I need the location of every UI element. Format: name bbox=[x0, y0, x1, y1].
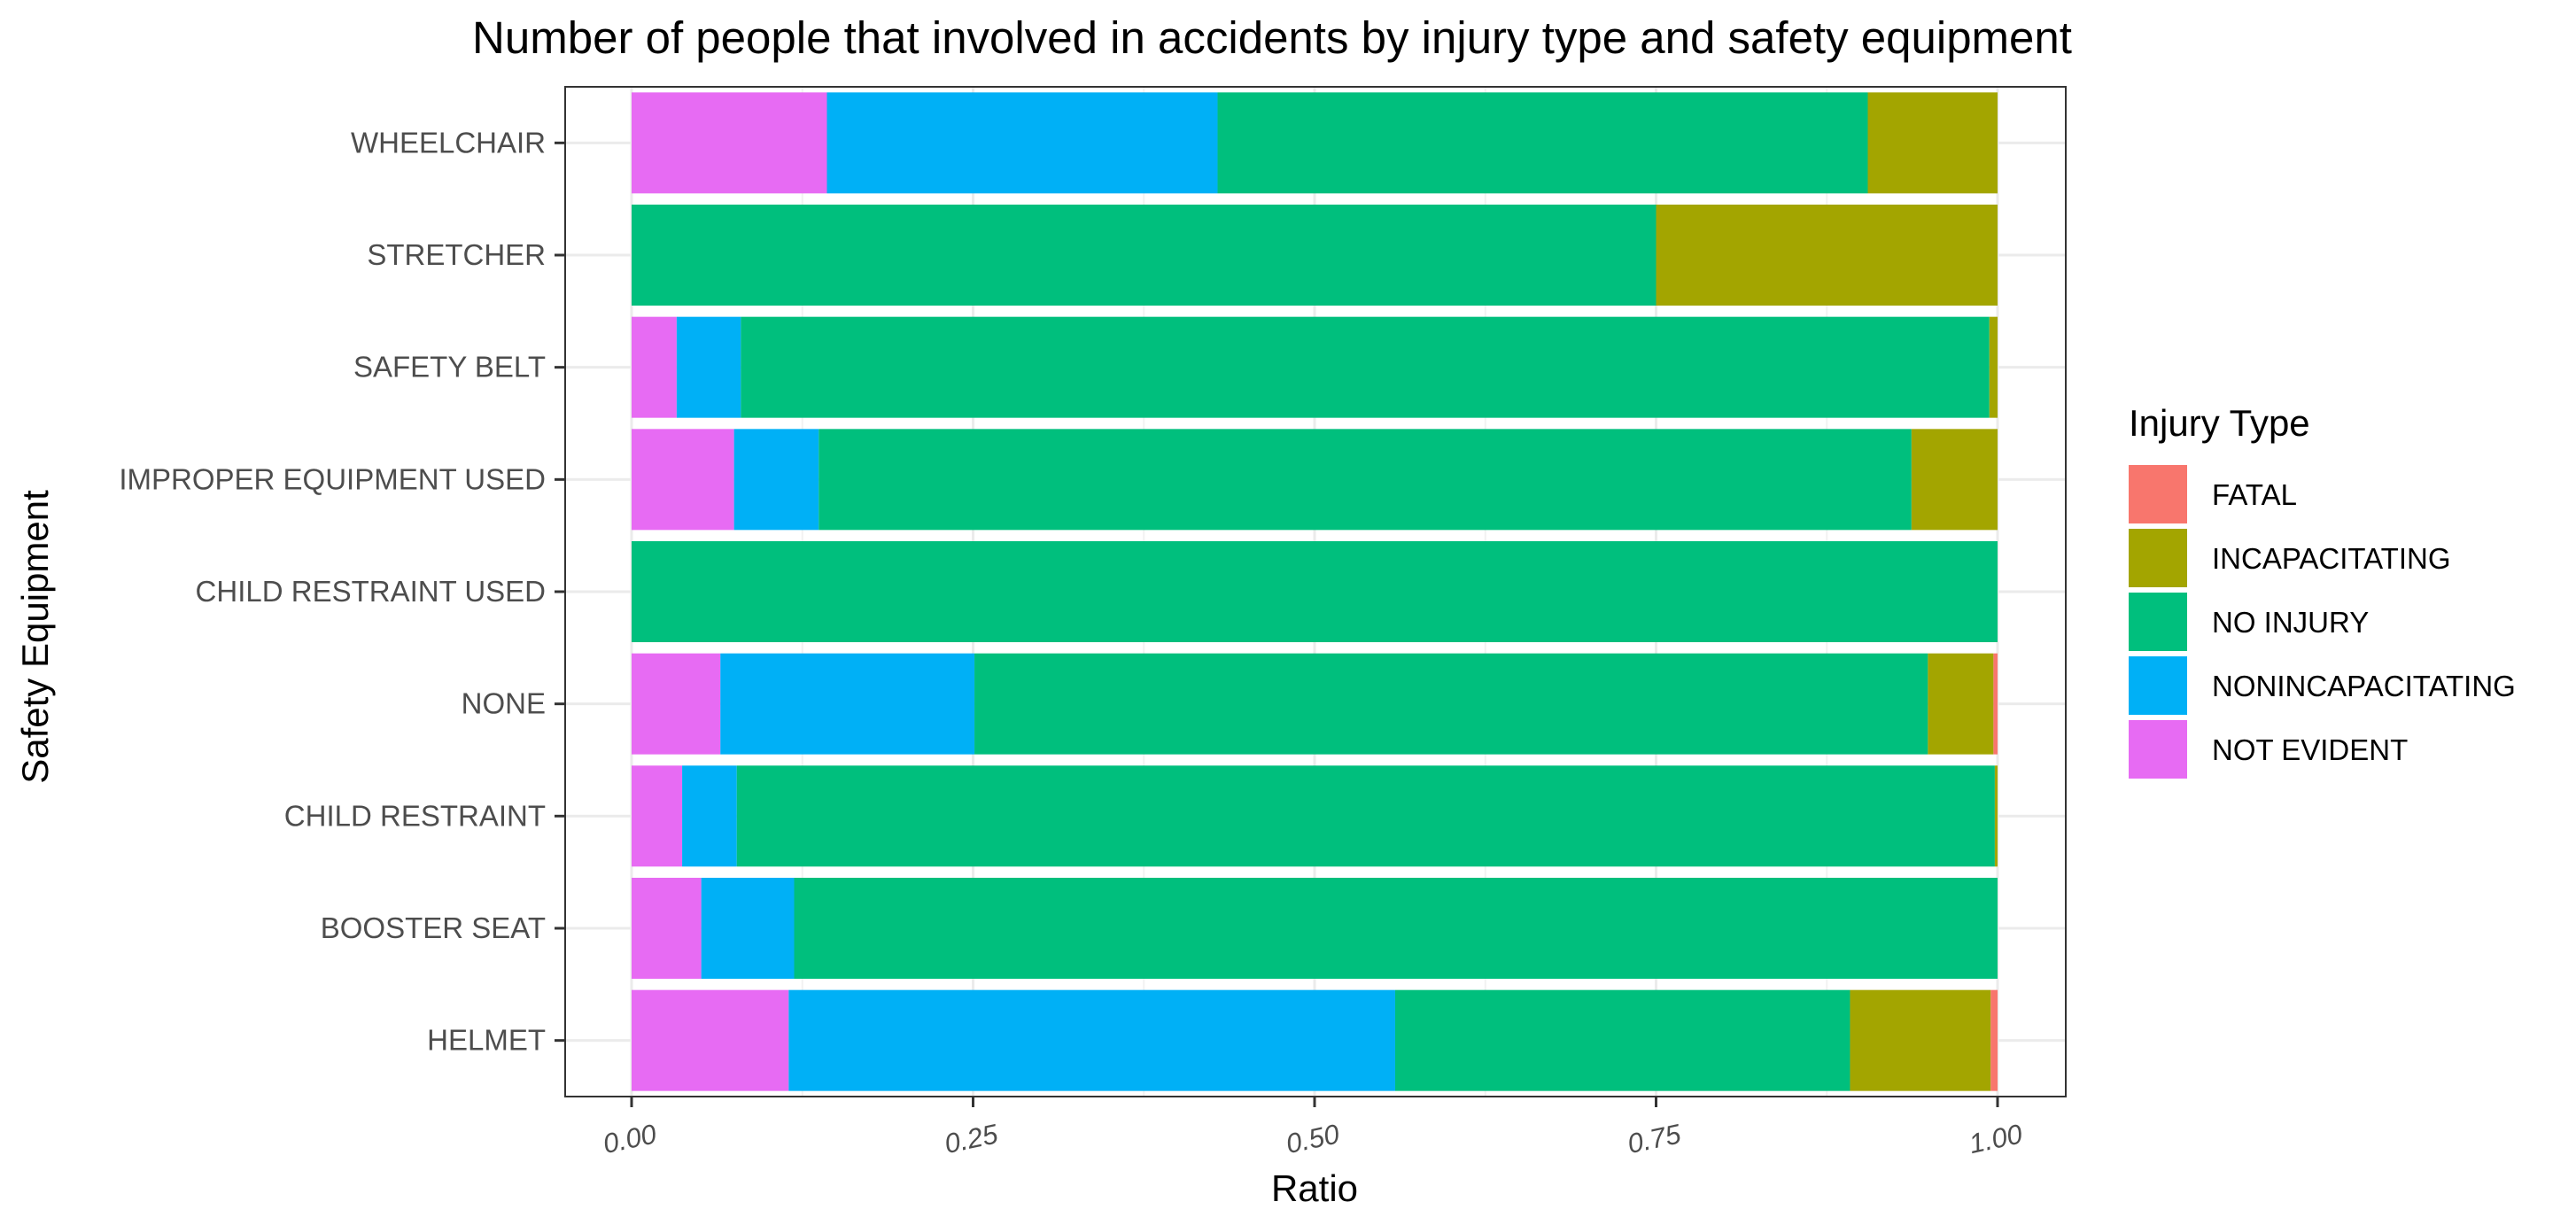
bar-segment bbox=[676, 316, 741, 418]
x-tick-label: 0.75 bbox=[1625, 1118, 1684, 1159]
legend-key bbox=[2129, 529, 2187, 587]
bar-segment bbox=[632, 765, 683, 867]
x-axis-title: Ratio bbox=[1271, 1167, 1358, 1209]
bar-segment bbox=[1867, 92, 1998, 194]
bar-segment bbox=[1928, 653, 1994, 755]
bar-segment bbox=[826, 92, 1218, 194]
bar-segment bbox=[701, 878, 795, 979]
bar-segment bbox=[1994, 765, 1998, 867]
bar-segment bbox=[741, 316, 1990, 418]
legend-title: Injury Type bbox=[2129, 402, 2310, 444]
plot-area: WHEELCHAIR STRETCHER SAFETY BELT IMPROPER E… bbox=[119, 86, 2067, 1159]
bar-segment bbox=[1993, 653, 1998, 755]
y-tick-label: CHILD RESTRAINT bbox=[284, 799, 546, 832]
bar-segment bbox=[1990, 989, 1998, 1091]
bar-segment bbox=[720, 653, 975, 755]
bar-segment bbox=[632, 429, 734, 531]
bar-segment bbox=[632, 92, 827, 194]
y-tick-label: WHEELCHAIR bbox=[351, 126, 546, 159]
chart-title: Number of people that involved in accide… bbox=[472, 12, 2072, 63]
legend-key bbox=[2129, 656, 2187, 715]
y-tick-label: CHILD RESTRAINT USED bbox=[196, 575, 546, 608]
bar-segment bbox=[682, 765, 737, 867]
x-tick-label: 0.00 bbox=[601, 1118, 659, 1159]
x-tick-label: 1.00 bbox=[1967, 1118, 2025, 1159]
y-tick-label: HELMET bbox=[427, 1024, 546, 1057]
legend-label: INCAPACITATING bbox=[2212, 542, 2451, 575]
bar-segment bbox=[788, 989, 1395, 1091]
legend-key bbox=[2129, 720, 2187, 779]
bar-segment bbox=[632, 989, 789, 1091]
bar-segment bbox=[733, 429, 819, 531]
x-tick-label: 0.50 bbox=[1284, 1118, 1342, 1159]
y-tick-label: BOOSTER SEAT bbox=[321, 911, 546, 944]
y-axis-title: Safety Equipment bbox=[14, 490, 56, 784]
bar-segment bbox=[736, 765, 1995, 867]
legend-label: NO INJURY bbox=[2212, 606, 2369, 639]
legend-label: NONINCAPACITATING bbox=[2212, 670, 2516, 702]
y-tick-label: NONE bbox=[462, 687, 546, 720]
bar-segment bbox=[1656, 205, 1998, 306]
x-tick-label: 0.25 bbox=[942, 1118, 1001, 1159]
bar-segment bbox=[1850, 989, 1991, 1091]
y-tick-label: STRETCHER bbox=[367, 238, 546, 271]
bar-segment bbox=[632, 541, 1998, 642]
bar-segment bbox=[1394, 989, 1851, 1091]
legend-label: FATAL bbox=[2212, 478, 2297, 511]
bar-segment bbox=[632, 653, 721, 755]
bar-segment bbox=[819, 429, 1912, 531]
bar-segment bbox=[974, 653, 1928, 755]
y-tick-label: IMPROPER EQUIPMENT USED bbox=[119, 462, 546, 495]
bar-segment bbox=[632, 316, 677, 418]
bar-segment bbox=[794, 878, 1998, 979]
bar-segment bbox=[632, 878, 702, 979]
legend: Injury Type FATAL INCAPACITATING NO INJURY… bbox=[2129, 402, 2516, 779]
legend-label: NOT EVIDENT bbox=[2212, 733, 2408, 766]
bar-segment bbox=[1911, 429, 1998, 531]
bar-segment bbox=[1989, 316, 1998, 418]
y-tick-label: SAFETY BELT bbox=[353, 351, 546, 384]
bar-segment bbox=[632, 205, 1657, 306]
legend-key bbox=[2129, 465, 2187, 523]
bar-segment bbox=[1217, 92, 1868, 194]
legend-key bbox=[2129, 593, 2187, 651]
